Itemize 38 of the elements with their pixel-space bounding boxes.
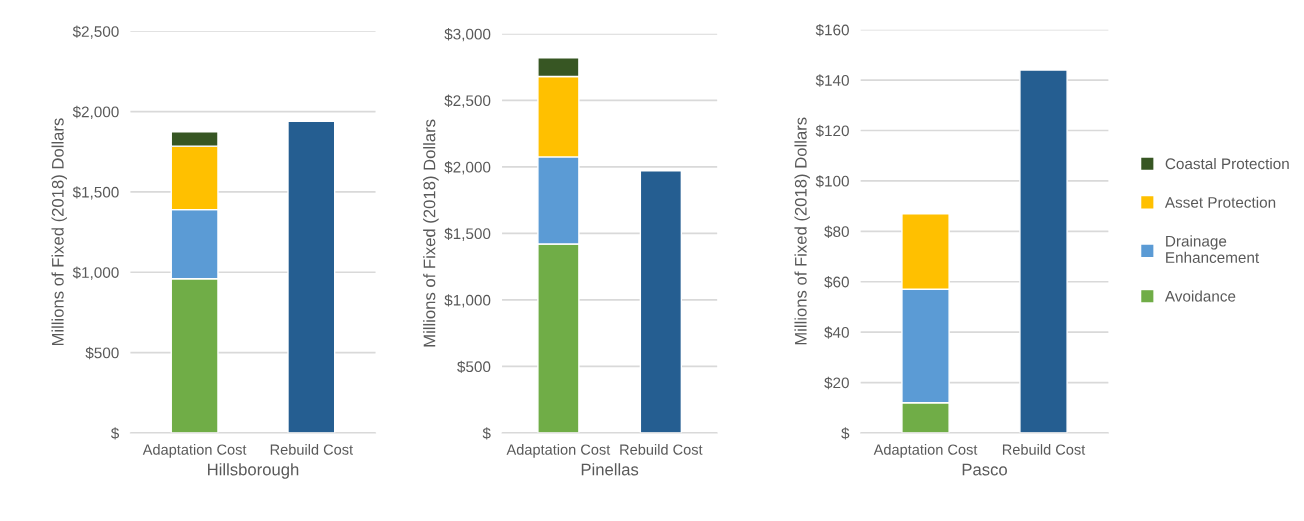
x-tick-label: Adaptation Cost <box>506 444 611 458</box>
y-tick-label: $40 <box>824 326 849 339</box>
x-axis-title: Hillsborough <box>208 463 299 479</box>
x-tick-label: Rebuild Cost <box>620 444 703 455</box>
y-tick-label: $140 <box>815 74 849 87</box>
y-tick-label: $2,500 <box>444 94 491 108</box>
y-tick-label: $2,500 <box>72 25 119 39</box>
y-tick-label: $2,000 <box>72 105 119 120</box>
y-axis-title: Millions of Fixed (2018) Dollars <box>423 119 439 347</box>
y-axis-title: Millions of Fixed (2018) Dollars <box>51 118 67 346</box>
legend-label: Avoidance <box>1164 290 1236 302</box>
y-axis-title: Millions of Fixed (2018) Dollars <box>794 117 810 345</box>
y-tick-label: $ <box>841 427 850 440</box>
y-tick-label: $1,000 <box>444 294 491 308</box>
y-tick-label: $ <box>482 427 491 440</box>
x-axis-title: Pasco <box>962 463 1007 476</box>
x-tick-label: Adaptation Cost <box>142 444 247 458</box>
y-tick-label: $1,500 <box>72 186 119 200</box>
y-tick-label: $120 <box>815 124 849 138</box>
y-tick-label: $60 <box>824 275 849 289</box>
y-tick-label: $500 <box>457 360 491 374</box>
y-tick-label: $160 <box>815 23 849 37</box>
legend-label: Coastal Protection <box>1165 157 1289 170</box>
y-tick-label: $1,000 <box>72 266 119 280</box>
y-tick-label: $1,500 <box>444 227 491 241</box>
y-tick-label: $ <box>110 427 120 440</box>
x-tick-label: Rebuild Cost <box>1002 444 1086 455</box>
legend-label: Drainage Enhancement <box>1166 235 1260 263</box>
x-axis-title: Pinellas <box>581 463 639 476</box>
y-tick-label: $80 <box>824 225 849 238</box>
y-tick-label: $20 <box>824 376 849 390</box>
legend-label: Asset Protection <box>1164 196 1276 208</box>
y-tick-label: $3,000 <box>444 28 491 42</box>
y-tick-label: $500 <box>85 346 119 360</box>
x-tick-label: Rebuild Cost <box>270 444 353 455</box>
x-tick-label: Adaptation Cost <box>873 444 978 458</box>
y-tick-label: $100 <box>815 175 849 188</box>
y-tick-label: $2,000 <box>444 161 491 175</box>
